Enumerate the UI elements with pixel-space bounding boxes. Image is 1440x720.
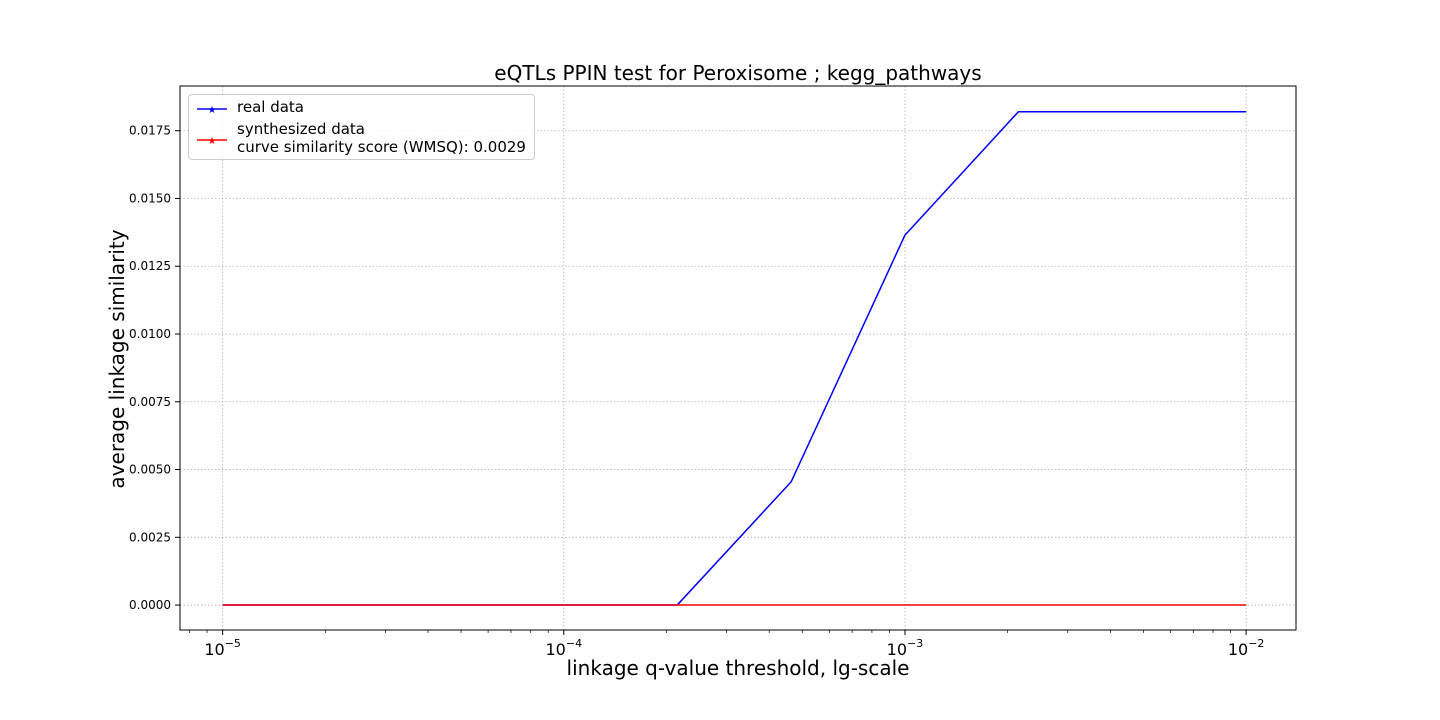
axis-ticks: 10−5 10−4 10−3 10−2 0.0000 0.0025 0.0050 0.0075…	[129, 124, 1264, 659]
y-axis-label: average linkage similarity	[105, 229, 129, 488]
svg-text:★: ★	[208, 105, 217, 116]
series-line-real-data	[222, 111, 1247, 606]
y-tick-label: 0.0125	[129, 259, 171, 273]
grid-lines	[180, 86, 1296, 630]
chart-title: eQTLs PPIN test for Peroxisome ; kegg_pa…	[494, 61, 981, 85]
x-tick-label: 10−2	[1228, 637, 1265, 659]
legend-label-wmsq-score: curve similarity score (WMSQ): 0.0029	[237, 138, 526, 156]
legend-label-synthesized-data: synthesized data	[237, 120, 365, 138]
y-tick-label: 0.0050	[129, 463, 171, 477]
series-lines	[222, 111, 1247, 606]
legend-entry-real-data: ★ real data	[195, 98, 526, 116]
y-tick-label: 0.0075	[129, 395, 171, 409]
legend-entry-synthesized-data: ★ synthesized data curve similarity scor…	[195, 120, 526, 156]
x-tick-label: 10−4	[546, 637, 583, 659]
legend-label-real-data: real data	[237, 98, 304, 116]
y-tick-label: 0.0000	[129, 598, 171, 612]
x-tick-label: 10−3	[887, 637, 924, 659]
legend-line-marker-icon: ★	[195, 120, 229, 156]
y-tick-label: 0.0100	[129, 327, 171, 341]
y-tick-label: 0.0150	[129, 191, 171, 205]
x-axis-label: linkage q-value threshold, lg-scale	[567, 656, 910, 680]
legend: ★ real data ★ synthesized data curve sim…	[188, 94, 535, 160]
y-tick-label: 0.0175	[129, 124, 171, 138]
x-tick-label: 10−5	[204, 637, 241, 659]
y-tick-label: 0.0025	[129, 530, 171, 544]
plot-frame	[179, 85, 1297, 631]
svg-text:★: ★	[208, 136, 217, 147]
legend-line-marker-icon: ★	[195, 98, 229, 116]
